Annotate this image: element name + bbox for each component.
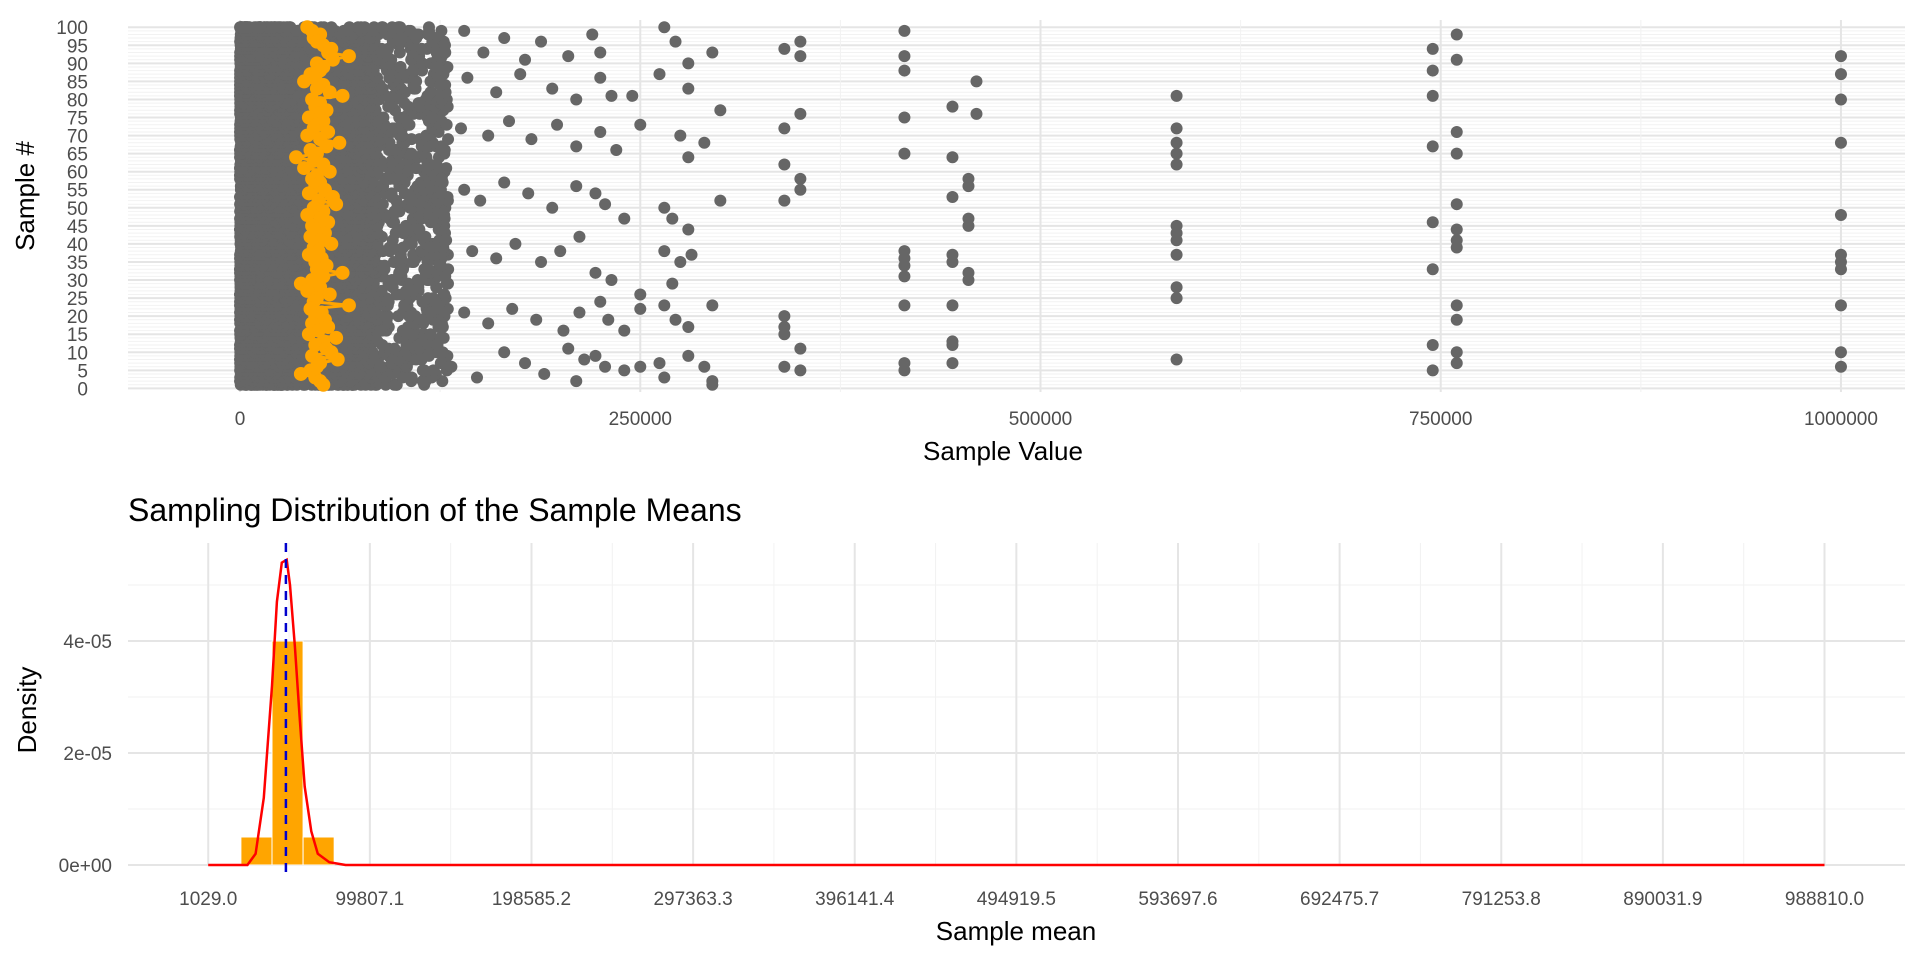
sample-value-point bbox=[438, 288, 451, 301]
sample-value-point bbox=[405, 147, 418, 160]
sample-value-point bbox=[441, 302, 454, 315]
sample-value-point bbox=[424, 328, 437, 341]
sample-value-point bbox=[411, 274, 424, 287]
sample-value-point bbox=[381, 310, 394, 323]
sample-value-point bbox=[442, 133, 455, 146]
sample-value-point bbox=[378, 259, 391, 272]
sample-value-point bbox=[418, 364, 431, 377]
sample-value-point bbox=[434, 331, 447, 344]
scatter-panel: 0 250000 500000 750000 1000000 0510152025303… bbox=[10, 18, 1905, 466]
sample-value-point bbox=[427, 364, 440, 377]
sample-value-point bbox=[388, 342, 401, 355]
